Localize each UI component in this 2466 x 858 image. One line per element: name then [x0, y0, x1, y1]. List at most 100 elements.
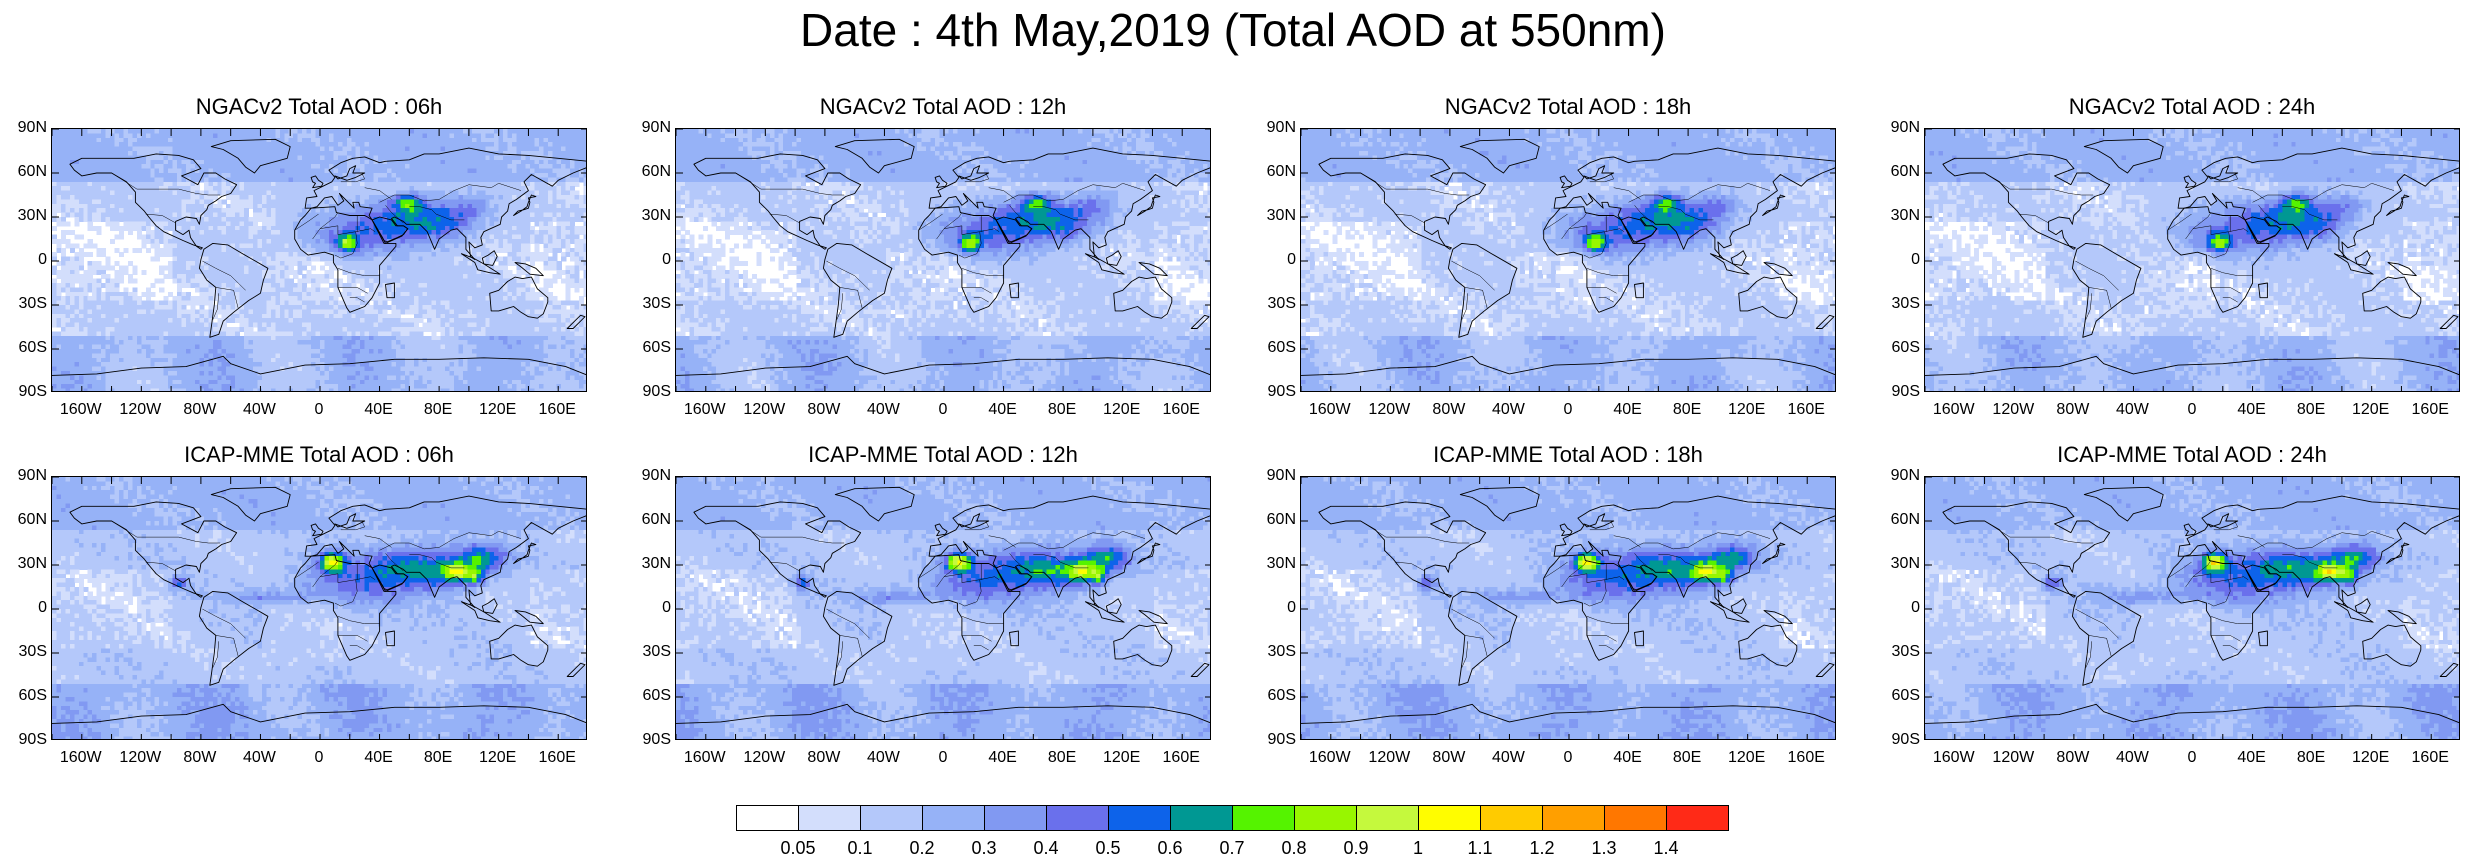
lat-label: 60N	[1878, 164, 1920, 180]
colorbar-label: 1.4	[1641, 838, 1691, 858]
lon-label: 40W	[1478, 750, 1538, 766]
colorbar-swatch	[1046, 805, 1109, 831]
lon-label: 80W	[1419, 750, 1479, 766]
lat-label: 60N	[1254, 512, 1296, 528]
map-panel-icap-1-3	[1924, 476, 2460, 740]
lat-label: 60N	[629, 512, 671, 528]
lat-label: 30S	[1254, 296, 1296, 312]
lon-label: 160E	[1776, 402, 1836, 418]
lon-label: 0	[2162, 750, 2222, 766]
lon-label: 40W	[2102, 750, 2162, 766]
lon-label: 160W	[1924, 750, 1984, 766]
lon-label: 40E	[2222, 750, 2282, 766]
lat-label: 90N	[629, 120, 671, 136]
lat-label: 90N	[5, 468, 47, 484]
lon-label: 80W	[2043, 402, 2103, 418]
lon-label: 80E	[408, 402, 468, 418]
lon-label: 0	[289, 402, 349, 418]
colorbar-swatch	[1232, 805, 1295, 831]
lat-label: 90N	[629, 468, 671, 484]
lon-label: 120E	[1092, 750, 1152, 766]
map-panel-ngac-0-0	[51, 128, 587, 392]
lat-label: 90S	[1254, 732, 1296, 748]
lat-label: 30N	[5, 208, 47, 224]
lat-label: 0	[1878, 252, 1920, 268]
aod-field	[676, 129, 1211, 392]
colorbar-swatch	[1418, 805, 1481, 831]
lon-label: 160W	[1924, 402, 1984, 418]
lon-label: 160E	[1776, 750, 1836, 766]
colorbar-swatch	[798, 805, 861, 831]
lon-label: 120E	[2341, 750, 2401, 766]
lon-label: 80E	[2281, 750, 2341, 766]
colorbar-label: 0.05	[773, 838, 823, 858]
lon-label: 40E	[1598, 402, 1658, 418]
lat-label: 0	[5, 600, 47, 616]
lat-label: 30N	[1254, 208, 1296, 224]
colorbar-label: 0.2	[897, 838, 947, 858]
lat-label: 30S	[5, 644, 47, 660]
lon-label: 160E	[1151, 750, 1211, 766]
colorbar-swatch	[1480, 805, 1543, 831]
colorbar-swatch	[1666, 805, 1729, 831]
lon-label: 120W	[110, 402, 170, 418]
colorbar-label: 0.8	[1269, 838, 1319, 858]
lon-label: 120W	[110, 750, 170, 766]
lon-label: 40E	[349, 402, 409, 418]
colorbar-label: 0.4	[1021, 838, 1071, 858]
lon-label: 40E	[973, 750, 1033, 766]
colorbar-swatch	[1542, 805, 1605, 831]
panel-title: NGACv2 Total AOD : 12h	[635, 94, 1251, 120]
colorbar-swatch	[860, 805, 923, 831]
lat-label: 90S	[1878, 732, 1920, 748]
lon-label: 80W	[170, 750, 230, 766]
lat-label: 30N	[1878, 556, 1920, 572]
colorbar-swatch	[736, 805, 799, 831]
aod-field	[52, 129, 587, 392]
lon-label: 120W	[734, 402, 794, 418]
panel-title: ICAP-MME Total AOD : 12h	[635, 442, 1251, 468]
lon-label: 160E	[2400, 402, 2460, 418]
lat-label: 60S	[1254, 340, 1296, 356]
aod-map	[1301, 129, 1836, 392]
colorbar-label: 0.1	[835, 838, 885, 858]
map-panel-icap-1-2	[1300, 476, 1836, 740]
lon-label: 0	[1538, 750, 1598, 766]
lat-label: 90N	[1878, 468, 1920, 484]
colorbar-swatch	[1356, 805, 1419, 831]
lon-label: 80W	[794, 750, 854, 766]
aod-field	[676, 477, 1211, 740]
panel-title: NGACv2 Total AOD : 24h	[1884, 94, 2466, 120]
lon-label: 40W	[2102, 402, 2162, 418]
lon-label: 40W	[229, 402, 289, 418]
lon-label: 80E	[2281, 402, 2341, 418]
lon-label: 120E	[1717, 750, 1777, 766]
lat-label: 60S	[1878, 688, 1920, 704]
aod-map	[676, 477, 1211, 740]
lat-label: 60N	[5, 512, 47, 528]
lon-label: 120E	[1092, 402, 1152, 418]
lat-label: 90N	[1254, 468, 1296, 484]
lon-label: 160E	[2400, 750, 2460, 766]
lon-label: 80E	[1657, 402, 1717, 418]
aod-field	[1301, 129, 1836, 392]
colorbar-label: 1.2	[1517, 838, 1567, 858]
lon-label: 40E	[2222, 402, 2282, 418]
lat-label: 0	[1254, 252, 1296, 268]
lon-label: 160W	[1300, 402, 1360, 418]
aod-map	[1925, 129, 2460, 392]
colorbar-swatch	[984, 805, 1047, 831]
lon-label: 80W	[2043, 750, 2103, 766]
map-panel-icap-1-0	[51, 476, 587, 740]
lon-label: 160E	[527, 750, 587, 766]
lon-label: 120W	[734, 750, 794, 766]
lat-label: 30N	[1254, 556, 1296, 572]
lat-label: 60S	[629, 340, 671, 356]
lat-label: 60S	[1878, 340, 1920, 356]
colorbar-label: 0.6	[1145, 838, 1195, 858]
lat-label: 90N	[1878, 120, 1920, 136]
lon-label: 120W	[1983, 402, 2043, 418]
lon-label: 0	[289, 750, 349, 766]
colorbar-swatch	[1170, 805, 1233, 831]
lon-label: 160E	[527, 402, 587, 418]
